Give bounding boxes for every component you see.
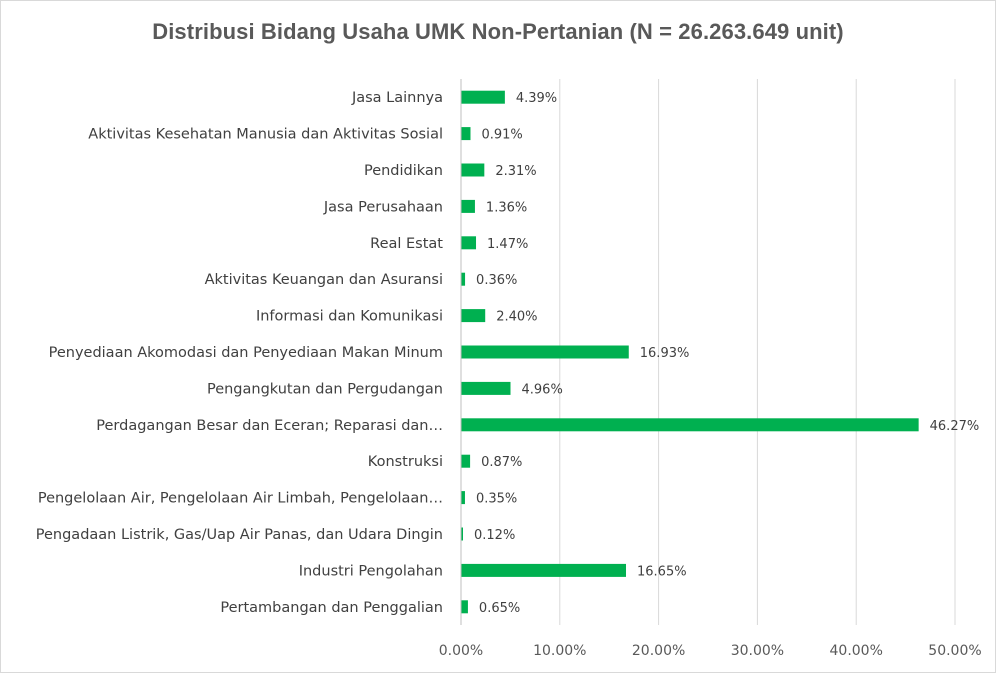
bar: [461, 127, 471, 141]
bars: [461, 90, 919, 614]
data-labels: 4.39% 0.91% 2.31% 1.36% 1.47% 0.36% 2.40% 16.93…: [474, 91, 979, 616]
category-label: Real Estat: [370, 236, 443, 252]
data-label: 16.93%: [640, 346, 690, 361]
category-label: Aktivitas Keuangan dan Asuransi: [205, 272, 443, 288]
x-tick-labels: 0.00% 10.00% 20.00% 30.00% 40.00% 50.00%: [439, 643, 982, 659]
bar: [461, 491, 465, 505]
bar: [461, 345, 629, 359]
category-label: Pendidikan: [364, 163, 443, 179]
x-tick-label: 30.00%: [731, 643, 784, 659]
category-label: Informasi dan Komunikasi: [256, 309, 443, 325]
category-label: Pengangkutan dan Pergudangan: [207, 381, 443, 397]
category-labels: Jasa Lainnya Aktivitas Kesehatan Manusia …: [36, 90, 444, 616]
data-label: 0.36%: [476, 273, 517, 288]
x-tick-label: 50.00%: [928, 643, 981, 659]
category-label: Pertambangan dan Penggalian: [220, 600, 443, 616]
data-label: 4.96%: [522, 382, 563, 397]
x-tick-label: 40.00%: [830, 643, 883, 659]
category-label: Jasa Perusahaan: [323, 199, 443, 215]
data-label: 4.39%: [516, 91, 557, 106]
bar: [461, 418, 919, 432]
category-label: Pengadaan Listrik, Gas/Uap Air Panas, da…: [36, 527, 443, 543]
bar: [461, 563, 627, 577]
category-label: Penyediaan Akomodasi dan Penyediaan Maka…: [49, 345, 443, 361]
data-label: 1.47%: [487, 237, 528, 252]
category-label: Industri Pengolahan: [299, 563, 443, 579]
category-label: Aktivitas Kesehatan Manusia dan Aktivita…: [88, 127, 443, 143]
bar: [461, 381, 511, 395]
data-label: 0.87%: [481, 455, 522, 470]
data-label: 16.65%: [637, 564, 687, 579]
category-label: Konstruksi: [368, 454, 443, 470]
data-label: 0.35%: [476, 492, 517, 507]
bar: [461, 527, 463, 541]
bar: [461, 90, 505, 104]
data-label: 2.40%: [496, 310, 537, 325]
category-label: Perdagangan Besar dan Eceran; Reparasi d…: [96, 418, 443, 434]
bar: [461, 163, 485, 177]
data-label: 46.27%: [930, 419, 980, 434]
bar: [461, 600, 468, 614]
bar: [461, 236, 477, 250]
data-label: 2.31%: [495, 164, 536, 179]
x-tick-label: 20.00%: [632, 643, 685, 659]
x-tick-label: 0.00%: [439, 643, 483, 659]
chart-title: Distribusi Bidang Usaha UMK Non-Pertania…: [152, 19, 844, 44]
category-label: Pengelolaan Air, Pengelolaan Air Limbah,…: [38, 491, 443, 507]
bar: [461, 309, 486, 323]
bar: [461, 454, 471, 468]
data-label: 1.36%: [486, 200, 527, 215]
bar: [461, 272, 466, 286]
bar: [461, 199, 475, 213]
data-label: 0.91%: [481, 128, 522, 143]
x-tick-label: 10.00%: [533, 643, 586, 659]
data-label: 0.12%: [474, 528, 515, 543]
data-label: 0.65%: [479, 601, 520, 616]
category-label: Jasa Lainnya: [351, 90, 443, 106]
